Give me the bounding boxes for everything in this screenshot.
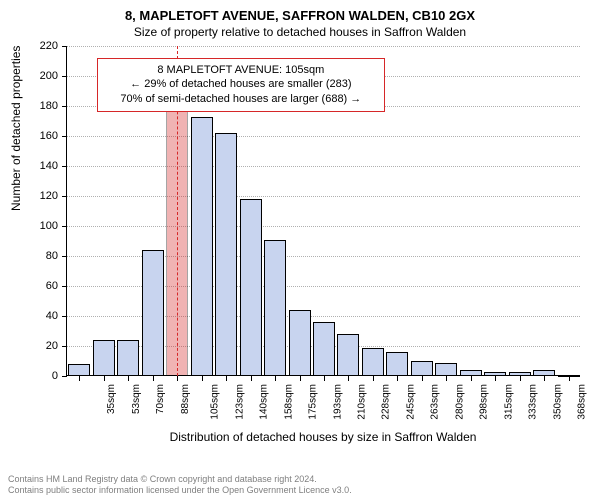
chart-title: 8, MAPLETOFT AVENUE, SAFFRON WALDEN, CB1… (0, 0, 600, 23)
histogram-bar (191, 117, 213, 377)
x-tick-label: 263sqm (430, 384, 441, 420)
attribution-line-2: Contains public sector information licen… (8, 485, 592, 496)
y-tick-label: 80 (18, 250, 58, 262)
histogram-bar (362, 348, 384, 377)
y-tick-mark (62, 46, 67, 47)
x-tick-label: 105sqm (210, 384, 221, 420)
histogram-bar (411, 361, 433, 376)
histogram-bar (142, 250, 164, 376)
x-tick-mark (300, 376, 301, 381)
y-tick-mark (62, 316, 67, 317)
x-tick-label: 53sqm (131, 384, 142, 414)
y-tick-mark (62, 136, 67, 137)
x-axis-label: Distribution of detached houses by size … (66, 430, 580, 444)
gridline (67, 46, 580, 47)
histogram-bar (337, 334, 359, 376)
annotation-line-2: ← 29% of detached houses are smaller (28… (106, 77, 376, 92)
x-tick-mark (544, 376, 545, 381)
x-tick-label: 193sqm (332, 384, 343, 420)
x-tick-mark (422, 376, 423, 381)
gridline (67, 166, 580, 167)
histogram-bar (435, 363, 457, 377)
x-tick-mark (495, 376, 496, 381)
x-tick-mark (128, 376, 129, 381)
histogram-bar (386, 352, 408, 376)
y-tick-label: 100 (18, 220, 58, 232)
annotation-line-1: 8 MAPLETOFT AVENUE: 105sqm (106, 63, 376, 78)
x-tick-label: 350sqm (552, 384, 563, 420)
histogram-bar (264, 240, 286, 377)
x-tick-label: 123sqm (234, 384, 245, 420)
annotation-line-3: 70% of semi-detached houses are larger (… (106, 92, 376, 107)
histogram-bar (240, 199, 262, 376)
x-tick-mark (520, 376, 521, 381)
x-tick-mark (397, 376, 398, 381)
y-tick-mark (62, 106, 67, 107)
x-tick-label: 368sqm (577, 384, 588, 420)
y-tick-label: 160 (18, 130, 58, 142)
y-tick-mark (62, 76, 67, 77)
x-tick-label: 70sqm (155, 384, 166, 414)
x-tick-mark (324, 376, 325, 381)
y-tick-label: 180 (18, 100, 58, 112)
x-tick-label: 158sqm (283, 384, 294, 420)
x-tick-mark (251, 376, 252, 381)
y-tick-label: 220 (18, 40, 58, 52)
y-tick-mark (62, 196, 67, 197)
x-tick-mark (275, 376, 276, 381)
y-tick-label: 20 (18, 340, 58, 352)
x-tick-label: 245sqm (406, 384, 417, 420)
x-tick-mark (153, 376, 154, 381)
x-tick-label: 140sqm (259, 384, 270, 420)
histogram-bar (289, 310, 311, 376)
histogram-bar (313, 322, 335, 376)
y-tick-label: 120 (18, 190, 58, 202)
x-tick-mark (104, 376, 105, 381)
attribution-text: Contains HM Land Registry data © Crown c… (8, 474, 592, 497)
y-tick-mark (62, 376, 67, 377)
y-tick-mark (62, 286, 67, 287)
x-tick-mark (569, 376, 570, 381)
y-tick-label: 140 (18, 160, 58, 172)
y-tick-mark (62, 256, 67, 257)
x-tick-mark (471, 376, 472, 381)
x-tick-mark (177, 376, 178, 381)
histogram-bar (68, 364, 90, 376)
histogram-bar (117, 340, 139, 376)
x-tick-mark (202, 376, 203, 381)
y-tick-label: 40 (18, 310, 58, 322)
x-tick-label: 210sqm (357, 384, 368, 420)
x-tick-label: 35sqm (106, 384, 117, 414)
histogram-bar (93, 340, 115, 376)
histogram-bar (215, 133, 237, 376)
attribution-line-1: Contains HM Land Registry data © Crown c… (8, 474, 592, 485)
x-tick-label: 298sqm (479, 384, 490, 420)
gridline (67, 136, 580, 137)
x-tick-mark (348, 376, 349, 381)
x-tick-label: 88sqm (180, 384, 191, 414)
y-tick-label: 0 (18, 370, 58, 382)
gridline (67, 196, 580, 197)
x-tick-label: 228sqm (381, 384, 392, 420)
y-tick-mark (62, 346, 67, 347)
chart-subtitle: Size of property relative to detached ho… (0, 23, 600, 39)
x-tick-mark (79, 376, 80, 381)
annotation-box: 8 MAPLETOFT AVENUE: 105sqm ← 29% of deta… (97, 58, 385, 113)
x-tick-mark (446, 376, 447, 381)
x-tick-label: 333sqm (528, 384, 539, 420)
y-tick-label: 60 (18, 280, 58, 292)
y-tick-label: 200 (18, 70, 58, 82)
y-tick-mark (62, 226, 67, 227)
x-tick-mark (226, 376, 227, 381)
x-tick-label: 280sqm (454, 384, 465, 420)
x-tick-label: 315sqm (503, 384, 514, 420)
x-tick-label: 175sqm (308, 384, 319, 420)
gridline (67, 226, 580, 227)
y-tick-mark (62, 166, 67, 167)
x-tick-mark (373, 376, 374, 381)
